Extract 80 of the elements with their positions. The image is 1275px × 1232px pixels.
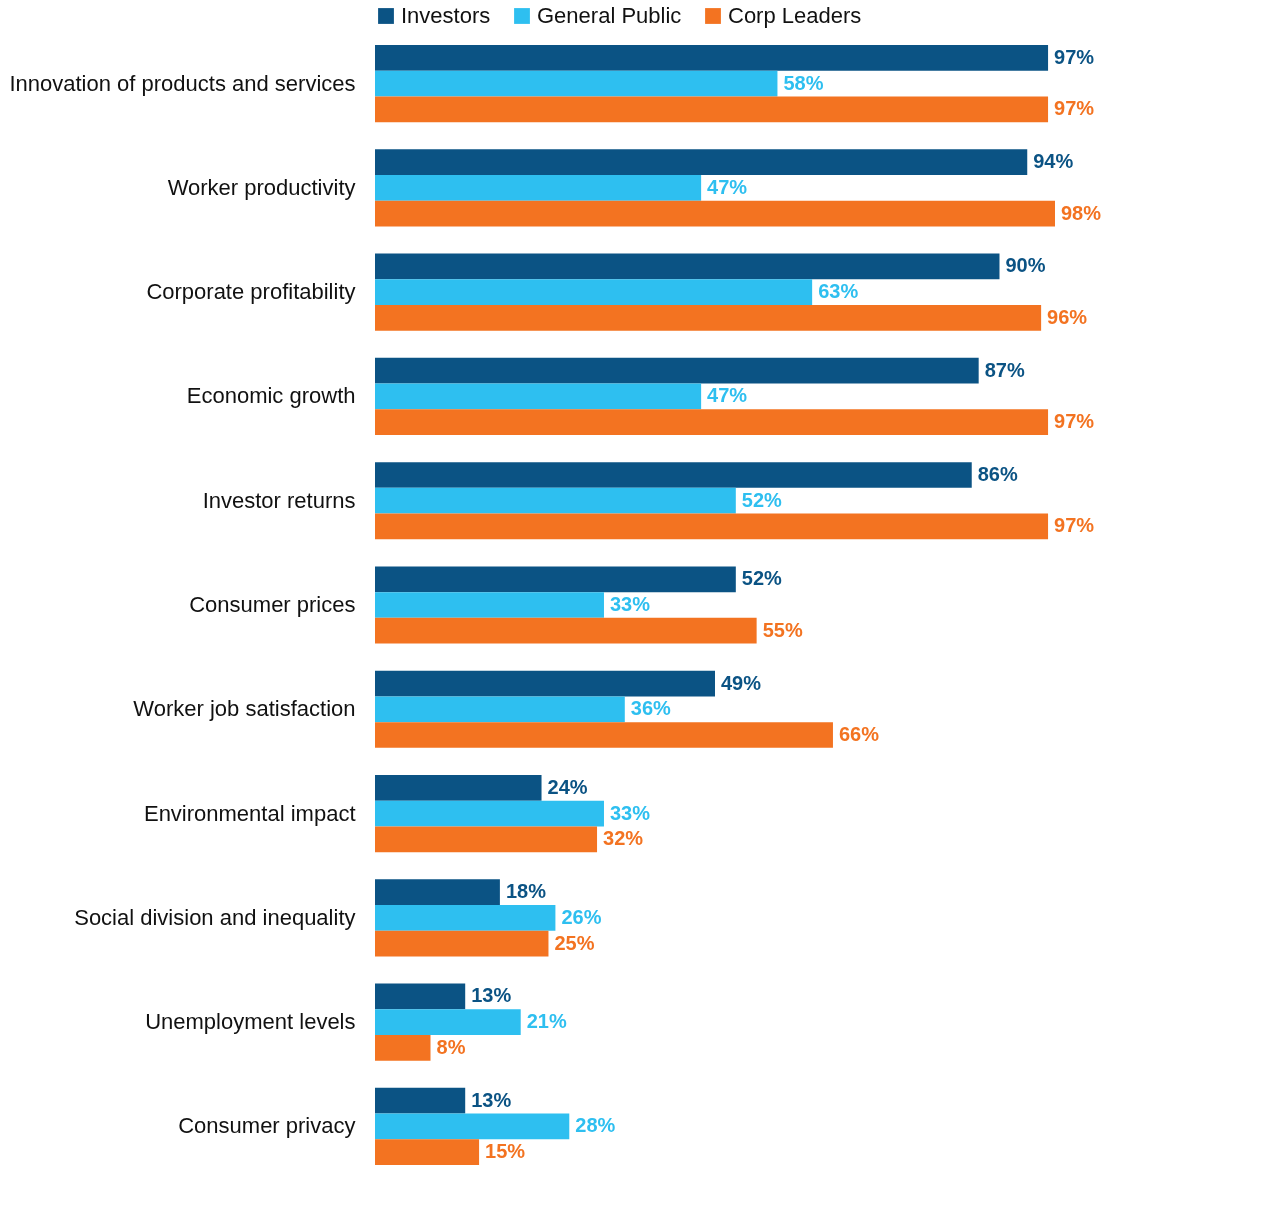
legend-label: Investors bbox=[401, 3, 491, 28]
data-label: 26% bbox=[561, 905, 602, 928]
bar bbox=[375, 670, 715, 697]
bar bbox=[375, 1139, 480, 1165]
bar bbox=[375, 1087, 466, 1114]
data-label: 52% bbox=[741, 488, 783, 511]
bar bbox=[375, 592, 604, 618]
data-label: 55% bbox=[762, 618, 803, 641]
data-label: 13% bbox=[471, 1088, 512, 1111]
bar bbox=[375, 96, 1049, 123]
data-label: 47% bbox=[707, 384, 748, 407]
data-label: 63% bbox=[818, 280, 859, 303]
bar bbox=[375, 566, 736, 593]
bar bbox=[375, 200, 1055, 227]
data-label: 58% bbox=[783, 71, 824, 94]
data-label: 97% bbox=[1054, 514, 1095, 537]
bar bbox=[375, 617, 757, 644]
data-label: 52% bbox=[741, 567, 783, 590]
bar bbox=[375, 175, 702, 201]
bar bbox=[375, 70, 778, 97]
data-label: 25% bbox=[554, 931, 595, 954]
data-label: 87% bbox=[984, 358, 1025, 381]
bar bbox=[375, 279, 813, 306]
bar bbox=[375, 383, 702, 410]
bar bbox=[375, 774, 542, 801]
bar bbox=[375, 45, 1049, 71]
legend-label: General Public bbox=[537, 3, 682, 28]
data-label: 32% bbox=[603, 827, 644, 850]
data-label: 86% bbox=[977, 462, 1018, 485]
bar bbox=[375, 879, 500, 905]
y-tick-label: Worker job satisfaction bbox=[133, 696, 356, 722]
data-label: 24% bbox=[547, 775, 588, 798]
y-tick-label: Economic growth bbox=[186, 383, 356, 409]
data-label: 90% bbox=[1005, 254, 1046, 277]
y-tick-label: Investor returns bbox=[202, 487, 356, 513]
y-tick-label: Social division and inequality bbox=[74, 904, 356, 930]
data-label: 28% bbox=[575, 1114, 616, 1137]
data-label: 97% bbox=[1054, 410, 1095, 433]
data-label: 15% bbox=[485, 1140, 526, 1163]
bar bbox=[375, 487, 736, 514]
data-label: 33% bbox=[609, 593, 651, 615]
bar bbox=[375, 1113, 570, 1140]
bar bbox=[375, 357, 979, 384]
data-label: 47% bbox=[707, 175, 748, 198]
bar bbox=[375, 149, 1028, 176]
bar bbox=[375, 800, 604, 827]
data-label: 97% bbox=[1054, 45, 1095, 68]
y-tick-label: Worker productivity bbox=[167, 174, 356, 200]
bar bbox=[375, 513, 1049, 540]
bar bbox=[375, 904, 556, 931]
data-label: 8% bbox=[436, 1035, 466, 1058]
y-tick-label: Consumer privacy bbox=[178, 1113, 356, 1139]
data-label: 66% bbox=[838, 723, 880, 746]
legend-label: Corp Leaders bbox=[728, 3, 862, 28]
bar bbox=[375, 1034, 431, 1061]
data-label: 98% bbox=[1061, 201, 1102, 224]
bar bbox=[375, 462, 972, 488]
bar bbox=[375, 983, 466, 1010]
bar bbox=[375, 409, 1049, 436]
y-tick-label: Unemployment levels bbox=[145, 1009, 356, 1035]
data-label: 33% bbox=[609, 801, 651, 824]
data-label: 97% bbox=[1054, 97, 1095, 120]
data-label: 49% bbox=[721, 671, 762, 694]
data-label: 18% bbox=[505, 880, 547, 903]
bar bbox=[375, 696, 625, 723]
y-tick-label: Consumer prices bbox=[189, 592, 356, 617]
bar bbox=[375, 1009, 521, 1035]
data-label: 94% bbox=[1033, 150, 1074, 173]
bar bbox=[375, 305, 1042, 331]
data-label: 13% bbox=[471, 984, 512, 1007]
data-label: 36% bbox=[630, 697, 672, 720]
data-label: 96% bbox=[1047, 305, 1088, 328]
y-tick-label: Environmental impact bbox=[143, 800, 356, 826]
bar bbox=[375, 930, 549, 957]
y-tick-label: Corporate profitability bbox=[146, 279, 356, 305]
y-tick-label: Innovation of products and services bbox=[9, 70, 356, 96]
bar bbox=[375, 722, 833, 748]
bar bbox=[375, 253, 1000, 280]
bar bbox=[375, 826, 598, 853]
data-label: 21% bbox=[526, 1010, 567, 1033]
